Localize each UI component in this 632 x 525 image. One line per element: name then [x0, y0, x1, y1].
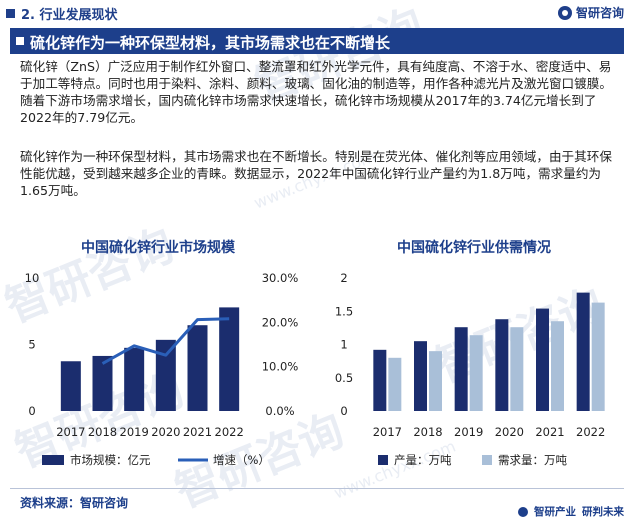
- y-tick-label: 0.5: [335, 371, 353, 385]
- x-tick-label: 2021: [183, 425, 212, 439]
- x-tick-label: 2022: [215, 425, 244, 439]
- supply-demand-chart: 中国硫化锌行业供需情况 0 0.5 1 1.5 2 2017 2018 2019 2020 202…: [335, 239, 605, 467]
- legend-label: 产量：万吨: [394, 453, 452, 467]
- market-size-bar: [124, 347, 145, 411]
- brand-icon: [557, 5, 572, 20]
- production-bar: [373, 349, 387, 411]
- demand-bar: [591, 302, 605, 411]
- section-header: 2. 行业发展现状: [6, 4, 118, 23]
- banner-title: 硫化锌作为一种环保型材料，其市场需求也在不断增长: [30, 34, 391, 52]
- y-left-tick-label: 10: [25, 271, 40, 285]
- data-source: 资料来源：智研咨询: [20, 496, 129, 510]
- demand-bar: [551, 321, 564, 411]
- demand-bar: [469, 335, 483, 411]
- production-bar: [495, 319, 509, 411]
- production-bar: [414, 341, 427, 411]
- slogan-right: 研判未来: [582, 506, 624, 518]
- section-title: 2. 行业发展现状: [21, 8, 118, 23]
- x-tick-label: 2018: [88, 425, 117, 439]
- growth-rate-line: [101, 317, 230, 365]
- brand-logo: 智研咨询: [557, 4, 624, 21]
- intro-paragraph: 硫化锌（ZnS）广泛应用于制作红外窗口、整流罩和红外光学元件，具有纯度高、不溶于…: [20, 59, 612, 125]
- slogan-left: 智研产业: [534, 506, 576, 518]
- demand-bar: [429, 351, 442, 411]
- x-tick-label: 2019: [120, 425, 149, 439]
- chart-title: 中国硫化锌行业市场规模: [81, 239, 236, 256]
- title-banner: 硫化锌作为一种环保型材料，其市场需求也在不断增长: [10, 28, 624, 54]
- brand-name: 智研咨询: [575, 6, 624, 20]
- y-tick-label: 0: [340, 404, 347, 418]
- y-left-tick-label: 5: [28, 338, 35, 352]
- y-tick-label: 1.5: [335, 304, 353, 318]
- legend-swatch-market-size: [42, 455, 64, 465]
- production-bar: [454, 327, 468, 411]
- market-size-bar: [219, 307, 240, 411]
- production-bar: [536, 308, 549, 411]
- x-tick-label: 2020: [151, 425, 180, 439]
- market-size-bar: [60, 361, 81, 411]
- top-bar: 2. 行业发展现状 智研咨询: [0, 0, 632, 26]
- market-size-bar: [155, 339, 176, 411]
- footer-divider: [10, 488, 624, 489]
- section-square-icon: [6, 9, 15, 18]
- footer-slogan: 智研产业 研判未来: [518, 504, 624, 519]
- x-tick-label: 2021: [535, 425, 564, 439]
- x-tick-label: 2018: [413, 425, 442, 439]
- x-tick-label: 2017: [373, 425, 402, 439]
- legend-label: 市场规模：亿元: [70, 453, 151, 467]
- y-right-tick-label: 20.0%: [262, 315, 299, 329]
- demand-paragraph: 硫化锌作为一种环保型材料，其市场需求也在不断增长。特别是在荧光体、催化剂等应用领…: [20, 149, 612, 198]
- banner-square-icon: [16, 37, 24, 45]
- legend-swatch-demand: [482, 455, 492, 465]
- y-left-tick-label: 0: [28, 404, 35, 418]
- legend-label: 增速（%）: [213, 453, 270, 467]
- legend-swatch-production: [378, 455, 388, 465]
- chart-title: 中国硫化锌行业供需情况: [397, 239, 551, 256]
- demand-bar: [510, 327, 524, 411]
- x-tick-label: 2020: [495, 425, 524, 439]
- y-tick-label: 2: [340, 271, 347, 285]
- y-right-tick-label: 10.0%: [262, 360, 299, 374]
- market-size-bar: [92, 355, 113, 411]
- slogan-logo-icon: [518, 506, 528, 517]
- legend-label: 需求量：万吨: [498, 453, 567, 467]
- y-tick-label: 1: [340, 338, 347, 352]
- y-right-tick-label: 0.0%: [265, 404, 294, 418]
- market-size-bar: [187, 325, 208, 411]
- x-tick-label: 2022: [576, 425, 605, 439]
- y-right-tick-label: 30.0%: [262, 271, 299, 285]
- production-bar: [576, 292, 590, 411]
- x-tick-label: 2017: [56, 425, 85, 439]
- demand-bar: [388, 357, 402, 411]
- x-tick-label: 2019: [454, 425, 483, 439]
